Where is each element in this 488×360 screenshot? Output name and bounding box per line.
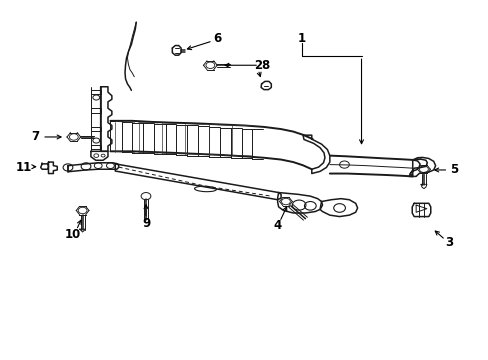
Text: 9: 9 (142, 216, 150, 230)
Text: 11: 11 (16, 161, 32, 174)
Text: 1: 1 (297, 32, 305, 45)
Text: 3: 3 (444, 236, 452, 249)
Text: 6: 6 (213, 32, 222, 45)
Text: 5: 5 (449, 163, 457, 176)
Text: 4: 4 (273, 219, 281, 233)
Text: 2: 2 (254, 59, 262, 72)
Text: 10: 10 (64, 228, 81, 241)
Text: 8: 8 (260, 59, 268, 72)
Text: 7: 7 (32, 130, 40, 144)
